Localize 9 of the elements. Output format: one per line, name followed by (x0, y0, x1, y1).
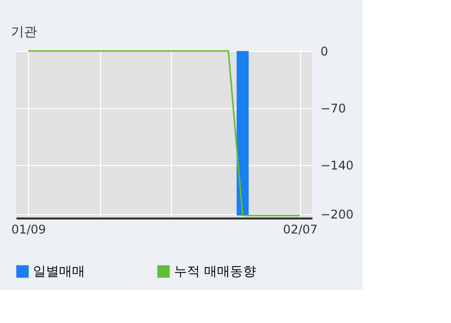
chart-title: 기관 (10, 25, 37, 40)
x-tick-label: 01/09 (11, 222, 46, 236)
legend-label: 누적 매매동향 (174, 264, 256, 280)
y-tick-label: −200 (320, 207, 354, 222)
y-tick-label: −140 (320, 158, 354, 173)
x-tick-label: 02/07 (283, 222, 318, 236)
y-tick-label: 0 (320, 44, 328, 58)
y-tick-label: −70 (320, 102, 346, 116)
legend-label: 일별매매 (33, 264, 85, 280)
